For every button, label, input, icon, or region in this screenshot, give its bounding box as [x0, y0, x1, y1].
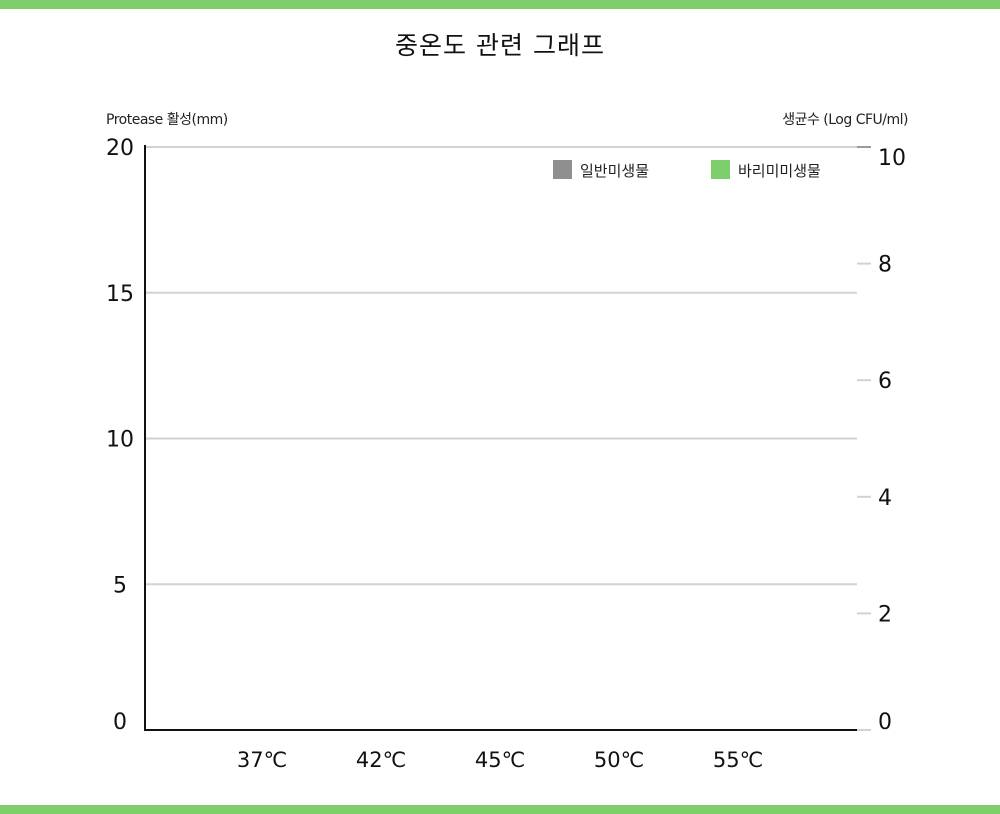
right-axis-tick-label: 0	[878, 710, 892, 735]
legend-swatch	[553, 160, 572, 179]
right-axis-tick-label: 6	[878, 369, 892, 394]
x-axis-tick-label: 45℃	[475, 748, 525, 772]
legend-label: 바리미미생물	[738, 162, 821, 180]
x-axis-tick-label: 55℃	[713, 748, 763, 772]
left-axis-tick-label: 15	[106, 282, 134, 307]
right-axis-title: 생균수 (Log CFU/ml)	[782, 112, 908, 128]
right-axis-tick-label: 2	[878, 602, 892, 627]
right-axis-tick-label: 4	[878, 486, 892, 511]
left-axis-title: Protease 활성(mm)	[106, 112, 228, 128]
chart-title: 중온도 관련 그래프	[395, 31, 605, 60]
right-axis-tick-label: 8	[878, 253, 892, 278]
left-axis-tick-label: 5	[113, 573, 127, 598]
x-axis-tick-label: 42℃	[356, 748, 406, 772]
bottom-accent-band	[0, 805, 1000, 814]
left-axis-tick-label: 0	[113, 710, 127, 735]
x-axis-tick-label: 50℃	[594, 748, 644, 772]
left-axis-tick-label: 10	[106, 428, 134, 453]
top-accent-band	[0, 0, 1000, 9]
x-axis-tick-label: 37℃	[237, 748, 287, 772]
legend-label: 일반미생물	[580, 162, 649, 180]
left-axis-tick-label: 20	[106, 136, 134, 161]
right-axis-tick-label: 10	[878, 146, 906, 171]
legend-swatch	[711, 160, 730, 179]
